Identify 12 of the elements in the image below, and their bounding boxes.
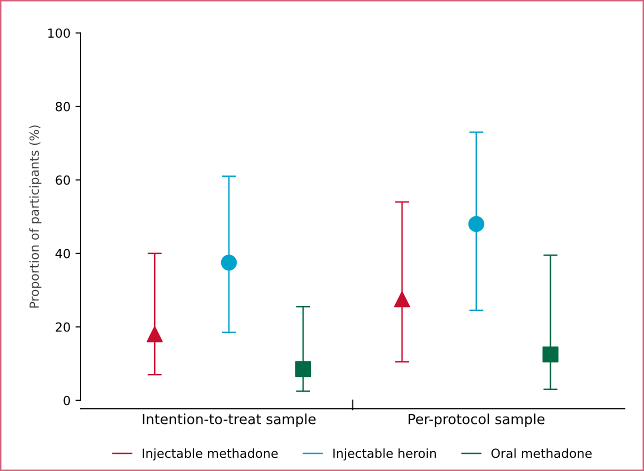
y-tick-label: 100 (48, 28, 70, 38)
y-tick-label: 20 (56, 322, 70, 332)
legend-label: Injectable methadone (142, 448, 278, 460)
y-tick-label: 40 (55, 248, 70, 258)
y-tick-label: 60 (56, 175, 70, 185)
x-tick-label: Per-protocol sample (408, 414, 544, 427)
x-tick-label: Intention-to-treat sample (142, 414, 316, 427)
y-axis-title: Proportion of participants (%) (29, 125, 42, 308)
y-tick-label: 80 (56, 102, 70, 112)
y-tick-label: 0 (64, 396, 70, 406)
legend-label: Injectable heroin (333, 448, 436, 460)
legend-label: Oral methadone (491, 448, 592, 458)
